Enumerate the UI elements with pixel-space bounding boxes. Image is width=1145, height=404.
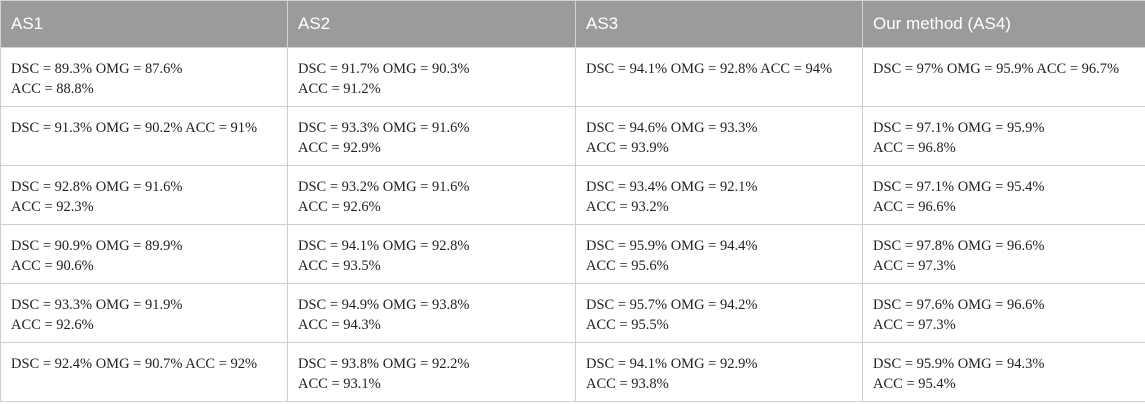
table-cell-as4: DSC = 97.1% OMG = 95.4% ACC = 96.6% — [862, 165, 1145, 225]
metrics-line: DSC = 94.1% OMG = 92.8% ACC = 94% — [586, 61, 833, 77]
metrics-line-continued: ACC = 94.3% — [298, 317, 381, 333]
metrics-line: DSC = 95.9% OMG = 94.3% — [873, 356, 1045, 372]
metrics-line: DSC = 92.4% OMG = 90.7% ACC = 92% — [11, 356, 258, 372]
metrics-line-continued: ACC = 88.8% — [11, 81, 94, 97]
header-our-method-as4: Our method (AS4) — [862, 0, 1145, 48]
table-cell-as1: DSC = 93.3% OMG = 91.9% ACC = 92.6% — [0, 283, 288, 343]
metrics-line-continued: ACC = 93.8% — [586, 376, 669, 392]
header-as3: AS3 — [575, 0, 863, 48]
metrics-line-continued: ACC = 96.8% — [873, 140, 956, 156]
metrics-line: DSC = 94.1% OMG = 92.8% — [298, 238, 470, 254]
table-cell-as3: DSC = 94.6% OMG = 93.3% ACC = 93.9% — [575, 106, 863, 166]
table-cell-as4: DSC = 97.1% OMG = 95.9% ACC = 96.8% — [862, 106, 1145, 166]
table-cell-as2: DSC = 94.9% OMG = 93.8% ACC = 94.3% — [287, 283, 576, 343]
metrics-line-continued: ACC = 92.9% — [298, 140, 381, 156]
table-cell-as2: DSC = 94.1% OMG = 92.8% ACC = 93.5% — [287, 224, 576, 284]
metrics-line-continued: ACC = 91.2% — [298, 81, 381, 97]
metrics-line-continued: ACC = 90.6% — [11, 258, 94, 274]
metrics-line: DSC = 93.8% OMG = 92.2% — [298, 356, 470, 372]
metrics-line-continued: ACC = 95.5% — [586, 317, 669, 333]
table-row: DSC = 93.3% OMG = 91.9% ACC = 92.6% DSC = … — [0, 283, 1145, 343]
table-header: AS1 AS2 AS3 Our method (AS4) — [0, 0, 1145, 48]
metrics-line: DSC = 90.9% OMG = 89.9% — [11, 238, 183, 254]
metrics-line: DSC = 97.8% OMG = 96.6% — [873, 238, 1045, 254]
metrics-line: DSC = 93.3% OMG = 91.6% — [298, 120, 470, 136]
metrics-line: DSC = 95.7% OMG = 94.2% — [586, 297, 758, 313]
metrics-line: DSC = 94.6% OMG = 93.3% — [586, 120, 758, 136]
table-cell-as3: DSC = 94.1% OMG = 92.9% ACC = 93.8% — [575, 342, 863, 402]
table-row: DSC = 91.3% OMG = 90.2% ACC = 91% DSC = 9… — [0, 106, 1145, 166]
metrics-line: DSC = 94.1% OMG = 92.9% — [586, 356, 758, 372]
metrics-line: DSC = 93.2% OMG = 91.6% — [298, 179, 470, 195]
table-row: DSC = 92.8% OMG = 91.6% ACC = 92.3% DSC = … — [0, 165, 1145, 225]
metrics-line-continued: ACC = 93.9% — [586, 140, 669, 156]
metrics-line: DSC = 89.3% OMG = 87.6% — [11, 61, 183, 77]
table-cell-as2: DSC = 91.7% OMG = 90.3% ACC = 91.2% — [287, 47, 576, 107]
metrics-line-continued: ACC = 93.5% — [298, 258, 381, 274]
metrics-line: DSC = 91.7% OMG = 90.3% — [298, 61, 470, 77]
table-row: DSC = 92.4% OMG = 90.7% ACC = 92% DSC = 9… — [0, 342, 1145, 402]
table-cell-as3: DSC = 95.9% OMG = 94.4% ACC = 95.6% — [575, 224, 863, 284]
table-cell-as2: DSC = 93.8% OMG = 92.2% ACC = 93.1% — [287, 342, 576, 402]
metrics-line-continued: ACC = 93.2% — [586, 199, 669, 215]
table-cell-as4: DSC = 97% OMG = 95.9% ACC = 96.7% — [862, 47, 1145, 107]
table-cell-as2: DSC = 93.2% OMG = 91.6% ACC = 92.6% — [287, 165, 576, 225]
metrics-line: DSC = 91.3% OMG = 90.2% ACC = 91% — [11, 120, 258, 136]
metrics-line: DSC = 97.1% OMG = 95.4% — [873, 179, 1045, 195]
metrics-line-continued: ACC = 95.6% — [586, 258, 669, 274]
table-row: DSC = 90.9% OMG = 89.9% ACC = 90.6% DSC = … — [0, 224, 1145, 284]
table-cell-as4: DSC = 97.6% OMG = 96.6% ACC = 97.3% — [862, 283, 1145, 343]
table-cell-as1: DSC = 89.3% OMG = 87.6% ACC = 88.8% — [0, 47, 288, 107]
header-row: AS1 AS2 AS3 Our method (AS4) — [0, 0, 1145, 48]
table-cell-as1: DSC = 92.8% OMG = 91.6% ACC = 92.3% — [0, 165, 288, 225]
table-cell-as1: DSC = 92.4% OMG = 90.7% ACC = 92% — [0, 342, 288, 402]
table-cell-as3: DSC = 94.1% OMG = 92.8% ACC = 94% — [575, 47, 863, 107]
table-row: DSC = 89.3% OMG = 87.6% ACC = 88.8% DSC = … — [0, 47, 1145, 107]
table-cell-as2: DSC = 93.3% OMG = 91.6% ACC = 92.9% — [287, 106, 576, 166]
metrics-line: DSC = 97% OMG = 95.9% ACC = 96.7% — [873, 61, 1120, 77]
table-cell-as1: DSC = 91.3% OMG = 90.2% ACC = 91% — [0, 106, 288, 166]
table-cell-as4: DSC = 97.8% OMG = 96.6% ACC = 97.3% — [862, 224, 1145, 284]
header-as2: AS2 — [287, 0, 576, 48]
metrics-line: DSC = 92.8% OMG = 91.6% — [11, 179, 183, 195]
metrics-line: DSC = 94.9% OMG = 93.8% — [298, 297, 470, 313]
metrics-line-continued: ACC = 93.1% — [298, 376, 381, 392]
table-cell-as3: DSC = 93.4% OMG = 92.1% ACC = 93.2% — [575, 165, 863, 225]
header-as1: AS1 — [0, 0, 288, 48]
metrics-line: DSC = 95.9% OMG = 94.4% — [586, 238, 758, 254]
metrics-line: DSC = 97.1% OMG = 95.9% — [873, 120, 1045, 136]
metrics-line-continued: ACC = 92.3% — [11, 199, 94, 215]
metrics-line: DSC = 97.6% OMG = 96.6% — [873, 297, 1045, 313]
metrics-line-continued: ACC = 92.6% — [298, 199, 381, 215]
table-cell-as4: DSC = 95.9% OMG = 94.3% ACC = 95.4% — [862, 342, 1145, 402]
table-body: DSC = 89.3% OMG = 87.6% ACC = 88.8% DSC = … — [0, 47, 1145, 402]
metrics-line-continued: ACC = 95.4% — [873, 376, 956, 392]
metrics-line-continued: ACC = 97.3% — [873, 258, 956, 274]
metrics-line: DSC = 93.3% OMG = 91.9% — [11, 297, 183, 313]
table-cell-as3: DSC = 95.7% OMG = 94.2% ACC = 95.5% — [575, 283, 863, 343]
metrics-line-continued: ACC = 97.3% — [873, 317, 956, 333]
table-cell-as1: DSC = 90.9% OMG = 89.9% ACC = 90.6% — [0, 224, 288, 284]
metrics-line-continued: ACC = 92.6% — [11, 317, 94, 333]
metrics-line-continued: ACC = 96.6% — [873, 199, 956, 215]
metrics-line: DSC = 93.4% OMG = 92.1% — [586, 179, 758, 195]
